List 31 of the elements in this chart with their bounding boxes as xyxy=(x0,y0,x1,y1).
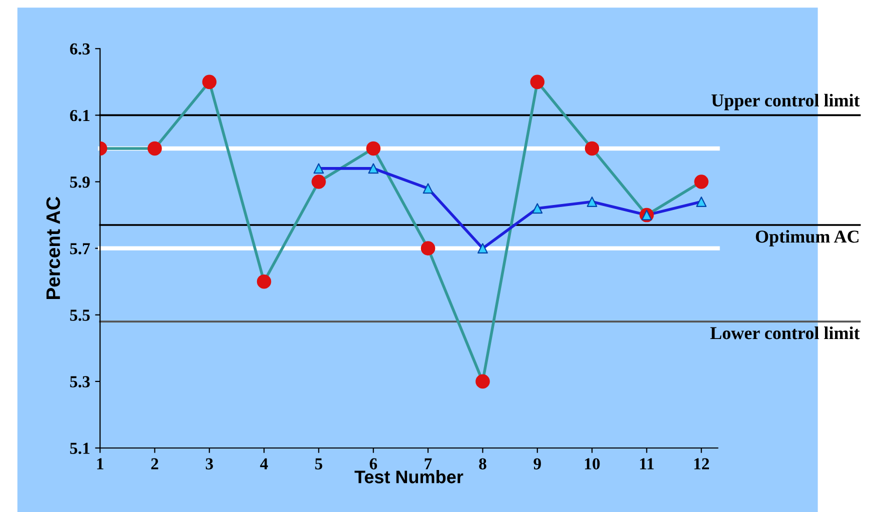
y-tick-label: 5.7 xyxy=(70,243,90,254)
x-tick-label: 7 xyxy=(424,458,432,470)
x-axis-title: Test Number xyxy=(354,470,464,484)
point xyxy=(477,243,488,254)
x-tick-label: 2 xyxy=(151,458,158,470)
point xyxy=(532,203,543,214)
y-tick-label: 5.9 xyxy=(70,176,90,188)
x-tick-label: 1 xyxy=(97,458,104,470)
x-tick-label: 5 xyxy=(315,458,322,470)
point xyxy=(696,196,707,207)
x-tick-label: 11 xyxy=(640,458,654,470)
y-tick-label: 5.1 xyxy=(70,442,90,454)
x-tick-label: 10 xyxy=(585,458,600,470)
x-tick-label: 6 xyxy=(370,458,378,470)
x-tick-label: 8 xyxy=(479,458,486,470)
x-tick-label: 3 xyxy=(206,458,213,470)
point xyxy=(368,163,379,174)
y-tick-label: 6.1 xyxy=(70,110,90,122)
y-axis-title: Percent AC xyxy=(46,196,60,300)
ref-line-label: Optimum AC xyxy=(756,230,858,246)
x-tick-label: 4 xyxy=(260,458,268,470)
point xyxy=(313,163,324,174)
point xyxy=(422,183,434,194)
ref-line-label: Lower control limit xyxy=(710,326,860,340)
ref-line-label: Upper control limit xyxy=(711,94,860,110)
x-tick-label: 9 xyxy=(534,458,541,470)
x-tick-label: 12 xyxy=(694,458,709,470)
y-tick-label: 5.5 xyxy=(70,310,90,321)
point xyxy=(586,196,598,207)
y-tick-label: 5.3 xyxy=(70,376,90,388)
y-tick-label: 6.3 xyxy=(70,43,90,55)
